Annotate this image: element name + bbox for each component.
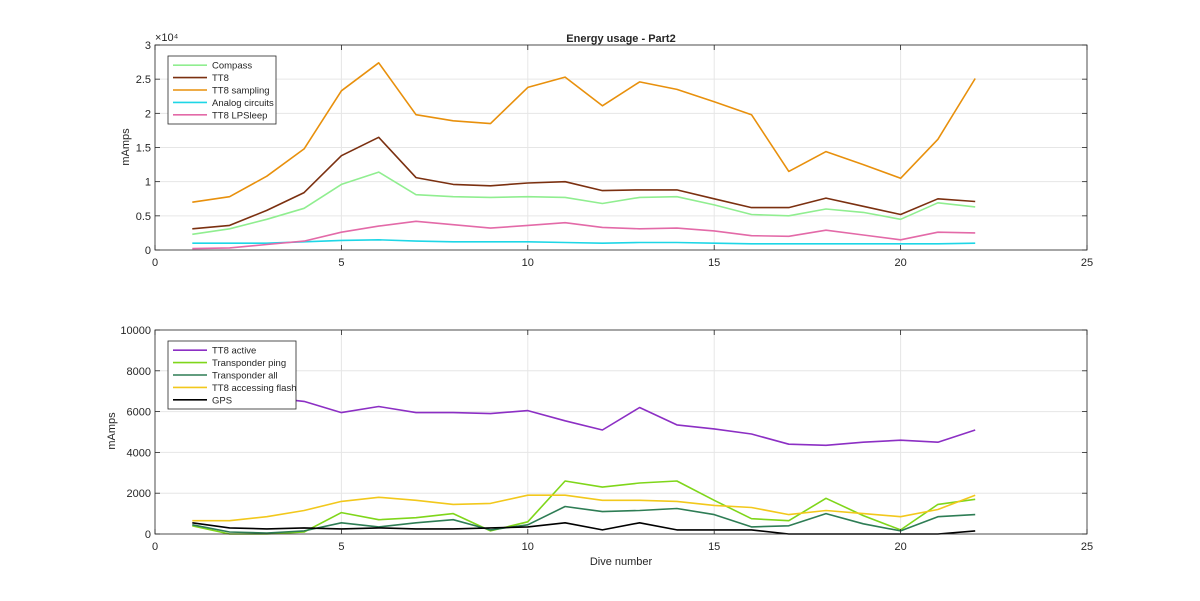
top-y-tick-label: 0.5 [136,211,151,223]
top-legend-label: Analog circuits [212,98,274,109]
bottom-legend-label: TT8 accessing flash [212,383,296,394]
top-y-tick-label: 1.5 [136,143,151,155]
top-axes-exponent-label: ×10⁴ [155,32,179,44]
bottom-x-tick-label: 5 [338,541,344,553]
bottom-series-line-tt8-accessing-flash [192,494,976,522]
bottom-axes-box [154,329,1088,535]
top-legend-label: TT8 sampling [212,86,270,97]
bottom-legend-label: Transponder all [212,371,278,382]
top-series-line-analog-circuits [192,239,976,245]
bottom-legend-label: TT8 active [212,346,256,357]
top-legend-label: TT8 LPSleep [212,110,267,121]
top-x-tick-label: 20 [894,257,906,269]
top-y-tick-label: 2.5 [136,74,151,86]
top-x-tick-label: 25 [1081,257,1093,269]
top-legend-label: TT8 [212,73,229,84]
top-y-tick-label: 0 [145,245,151,257]
bottom-series-line-transponder-all [192,505,976,534]
bottom-y-tick-label: 0 [145,529,151,541]
bottom-x-tick-label: 10 [522,541,534,553]
bottom-x-tick-label: 25 [1081,541,1093,553]
bottom-y-tick-label: 4000 [127,447,151,459]
top-legend-label: Compass [212,61,252,72]
top-x-tick-label: 15 [708,257,720,269]
top-series-line-tt8-sampling [192,61,976,203]
top-x-tick-label: 0 [152,257,158,269]
bottom-x-tick-label: 15 [708,541,720,553]
bottom-series-line-transponder-ping [192,480,976,535]
bottom-y-tick-label: 6000 [127,407,151,419]
bottom-legend-label: GPS [212,395,232,406]
top-x-tick-label: 5 [338,257,344,269]
top-axes-ylabel: mAmps [120,128,132,166]
top-x-tick-label: 10 [522,257,534,269]
top-series-line-tt8-lpsleep [192,220,976,250]
bottom-axes-ylabel: mAmps [106,412,118,450]
top-y-tick-label: 1 [145,177,151,189]
chart-title: Energy usage - Part2 [566,33,675,45]
bottom-x-tick-label: 20 [894,541,906,553]
bottom-y-tick-label: 2000 [127,488,151,500]
top-y-tick-label: 3 [145,40,151,52]
x-axis-label: Dive number [590,556,653,568]
bottom-series-line-tt8-active [192,386,976,447]
bottom-legend-label: Transponder ping [212,358,286,369]
bottom-x-tick-label: 0 [152,541,158,553]
bottom-axes: 0 5 10 15 20 25 0 2000 4000 6000 8000 10000 TT8 acti… [120,325,1093,553]
bottom-y-tick-label: 10000 [120,325,151,337]
top-y-tick-label: 2 [145,108,151,120]
top-series-line-tt8 [192,136,976,230]
top-series-line-compass [192,171,976,236]
bottom-y-tick-label: 8000 [127,366,151,378]
